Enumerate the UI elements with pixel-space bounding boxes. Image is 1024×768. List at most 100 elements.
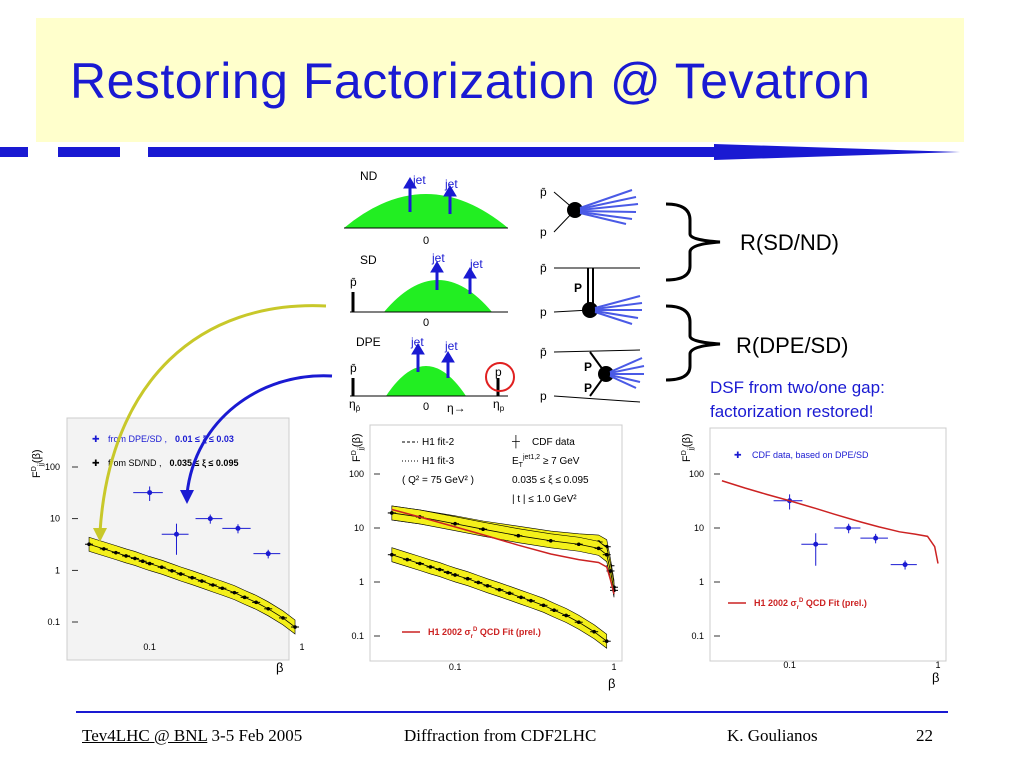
data-point — [519, 595, 523, 600]
dpe-label: DPE — [356, 335, 381, 349]
data-point — [552, 608, 556, 613]
data-point — [604, 552, 609, 557]
data-point — [254, 600, 258, 605]
dpe-zero-label: 0 — [423, 401, 429, 413]
y-tick-label: 10 — [694, 523, 704, 533]
y-tick-label: 100 — [689, 469, 704, 479]
y-tick-label: 10 — [50, 514, 60, 524]
data-point — [846, 525, 852, 531]
sd-jet-arrows — [430, 261, 477, 294]
dpe-feynman-diagram: p̄ p P P — [540, 345, 645, 403]
data-point — [211, 583, 215, 587]
data-point — [235, 525, 241, 531]
data-point — [541, 603, 546, 608]
data-point — [465, 576, 470, 581]
mid-legend: H1 fit-2 H1 fit-3 ( Q² = 75 GeV² ) ┼ CDF… — [402, 434, 589, 640]
slide-title: Restoring Factorization @ Tevatron — [70, 53, 871, 109]
data-point — [140, 559, 145, 564]
mid-legend-cdf: CDF data — [532, 437, 575, 448]
data-point — [453, 521, 457, 526]
dpe-jet2-label: jet — [444, 339, 458, 353]
right-legend-h1-fit: H1 2002 σrD QCD Fit (prel.) — [754, 598, 867, 611]
uncertainty-band — [391, 505, 615, 598]
nd-hump — [344, 194, 508, 228]
brace-sd-nd — [665, 202, 721, 282]
eta-axis-label: η→ — [447, 401, 466, 415]
mid-legend-fit2: H1 fit-2 — [422, 437, 455, 448]
y-tick-label: 0.1 — [47, 617, 60, 627]
left-legend-marker-2: ✚ — [92, 458, 100, 468]
nd-zero-label: 0 — [423, 235, 429, 247]
data-point — [576, 620, 581, 625]
data-point — [232, 590, 237, 595]
nd-jet2-label: jet — [444, 177, 458, 191]
data-point — [147, 561, 152, 566]
footer-left: Tev4LHC @ BNL 3-5 Feb 2005 — [82, 726, 302, 746]
data-point — [516, 533, 521, 538]
y-tick-label: 100 — [349, 469, 364, 479]
plot-left-dpe-sd-vs-sd-nd: FDjj(β) β ✚ from DPE/SD , 0.01 ≤ ξ ≤ 0.03… — [31, 417, 305, 675]
data-point — [159, 565, 164, 569]
data-point — [453, 573, 457, 577]
mid-ylabel: FDjj(β) — [351, 433, 365, 462]
mid-legend-q2: ( Q² = 75 GeV² ) — [402, 475, 474, 486]
left-xlabel: β — [276, 660, 283, 675]
data-point — [813, 541, 819, 547]
data-point — [266, 607, 271, 611]
series-line-1 — [721, 480, 939, 564]
right-legend-marker: ✚ — [734, 450, 742, 460]
data-point — [608, 569, 613, 573]
footer-link[interactable]: Tev4LHC @ BNL — [82, 726, 208, 745]
data-point — [207, 516, 213, 522]
plot-right-dpe-sd-vs-h1: FDjj(β) β ✚ CDF data, based on DPE/SD H1… — [681, 427, 947, 685]
mid-legend-fit3: H1 fit-3 — [422, 456, 455, 467]
footer-date: 3-5 Feb 2005 — [207, 726, 303, 745]
left-legend-entry-2: from SD/ND , 0.035 ≤ ξ ≤ 0.095 — [108, 458, 238, 468]
data-point — [147, 490, 153, 496]
left-ylabel: FDjj(β) — [31, 449, 45, 478]
data-point — [124, 554, 128, 558]
data-point — [873, 535, 879, 541]
data-point — [418, 561, 422, 566]
data-point — [101, 547, 106, 551]
y-tick-label: 0.1 — [351, 631, 364, 641]
x-tick-label: 0.1 — [143, 642, 156, 652]
data-point — [529, 598, 533, 603]
svg-text:p̄: p̄ — [540, 261, 547, 275]
data-point — [902, 562, 908, 568]
mid-legend-t: | t | ≤ 1.0 GeV² — [512, 494, 577, 505]
arrow-sd-to-left-plot — [98, 304, 327, 533]
data-point — [481, 527, 485, 532]
sd-label: SD — [360, 253, 377, 267]
data-point — [293, 625, 297, 629]
nd-feynman-diagram: p̄ p — [540, 185, 639, 239]
y-tick-label: 0.1 — [691, 631, 704, 641]
svg-text:p: p — [540, 389, 547, 403]
x-tick-label: 0.1 — [449, 662, 462, 672]
y-tick-label: 1 — [359, 577, 364, 587]
mid-legend-xi: 0.035 ≤ ξ ≤ 0.095 — [512, 475, 589, 486]
right-legend-entry: CDF data, based on DPE/SD — [752, 450, 869, 460]
data-point — [576, 542, 581, 547]
title-banner — [36, 18, 964, 142]
sd-jet2-label: jet — [469, 257, 483, 271]
sd-zero-label: 0 — [423, 317, 429, 329]
x-tick-label: 1 — [611, 662, 616, 672]
data-point — [604, 639, 609, 644]
dpe-p-label: p — [495, 365, 502, 379]
nd-jet1-label: jet — [412, 173, 426, 187]
data-point — [507, 591, 512, 596]
left-legend-marker-1: ✚ — [92, 434, 100, 444]
data-point — [220, 586, 225, 591]
svg-text:P: P — [574, 281, 582, 295]
mid-legend-et: ETjet1,2 ≥ 7 GeV — [512, 454, 580, 469]
ratio-sd-nd-label: R(SD/ND) — [740, 230, 839, 255]
svg-text:p: p — [540, 305, 547, 319]
data-point — [265, 551, 271, 557]
eta-p-label: ηp — [493, 397, 505, 413]
x-tick-label: 1 — [299, 642, 304, 652]
